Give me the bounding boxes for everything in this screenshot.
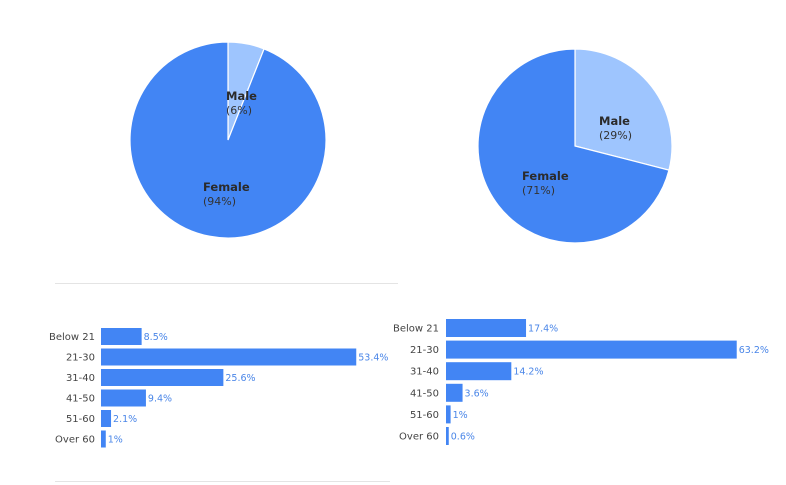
bar-41-50 xyxy=(446,383,463,402)
value-label: 1% xyxy=(108,435,123,446)
pie-chart-1: Male(6%) Female(94%) xyxy=(129,41,327,239)
bar-below-21 xyxy=(101,328,142,345)
bar-51-60 xyxy=(446,405,451,424)
pie-pct-female: (94%) xyxy=(203,195,236,208)
bar-21-30 xyxy=(446,340,737,359)
pie-pct-male: (6%) xyxy=(226,104,252,117)
value-label: 0.6% xyxy=(451,432,475,443)
value-label: 8.5% xyxy=(144,332,168,343)
value-label: 17.4% xyxy=(528,324,558,335)
bar-21-30 xyxy=(101,348,357,366)
bar-31-40 xyxy=(446,362,512,381)
category-label: Over 60 xyxy=(399,432,439,443)
pie-slice-female xyxy=(477,48,670,244)
pie-slice-female xyxy=(129,41,327,239)
bar-31-40 xyxy=(101,369,224,386)
category-label: Below 21 xyxy=(49,332,95,343)
category-label: 31-40 xyxy=(66,373,95,384)
value-label: 53.4% xyxy=(358,353,388,364)
bar-over-60 xyxy=(101,430,106,448)
category-label: 51-60 xyxy=(410,410,439,421)
category-label: 31-40 xyxy=(410,367,439,378)
value-label: 9.4% xyxy=(148,394,172,405)
pie-label-male: Male xyxy=(226,89,257,103)
category-label: Below 21 xyxy=(393,324,439,335)
pie-pct-female: (71%) xyxy=(522,184,555,197)
bar-over-60 xyxy=(446,427,449,445)
value-label: 14.2% xyxy=(513,367,543,378)
pie-slice-male xyxy=(574,48,673,171)
bar-51-60 xyxy=(101,410,112,427)
value-label: 3.6% xyxy=(465,388,489,399)
pie-label-female: Female xyxy=(203,180,250,194)
category-label: 21-30 xyxy=(66,353,95,364)
value-label: 25.6% xyxy=(225,373,255,384)
value-label: 2.1% xyxy=(113,414,137,425)
pie-label-male: Male xyxy=(599,114,630,128)
divider-left xyxy=(55,283,398,284)
pie-pct-male: (29%) xyxy=(599,129,632,142)
category-label: Over 60 xyxy=(55,435,95,446)
category-label: 51-60 xyxy=(66,414,95,425)
category-label: 41-50 xyxy=(410,388,439,399)
divider-bottom-left xyxy=(55,481,390,482)
bar-chart-1: Below 21 8.5% 21-30 53.4% 31-40 25.6% 41-50 9.4… xyxy=(49,328,388,448)
bar-chart-2: Below 21 17.4% 21-30 63.2% 31-40 14.2% 41-50 3.… xyxy=(393,319,769,445)
value-label: 1% xyxy=(453,410,468,421)
bar-41-50 xyxy=(101,389,146,407)
pie-label-female: Female xyxy=(522,169,569,183)
category-label: 21-30 xyxy=(410,345,439,356)
bar-below-21 xyxy=(446,319,527,337)
category-label: 41-50 xyxy=(66,394,95,405)
value-label: 63.2% xyxy=(739,345,769,356)
pie-chart-2: Male(29%) Female(71%) xyxy=(477,48,673,244)
